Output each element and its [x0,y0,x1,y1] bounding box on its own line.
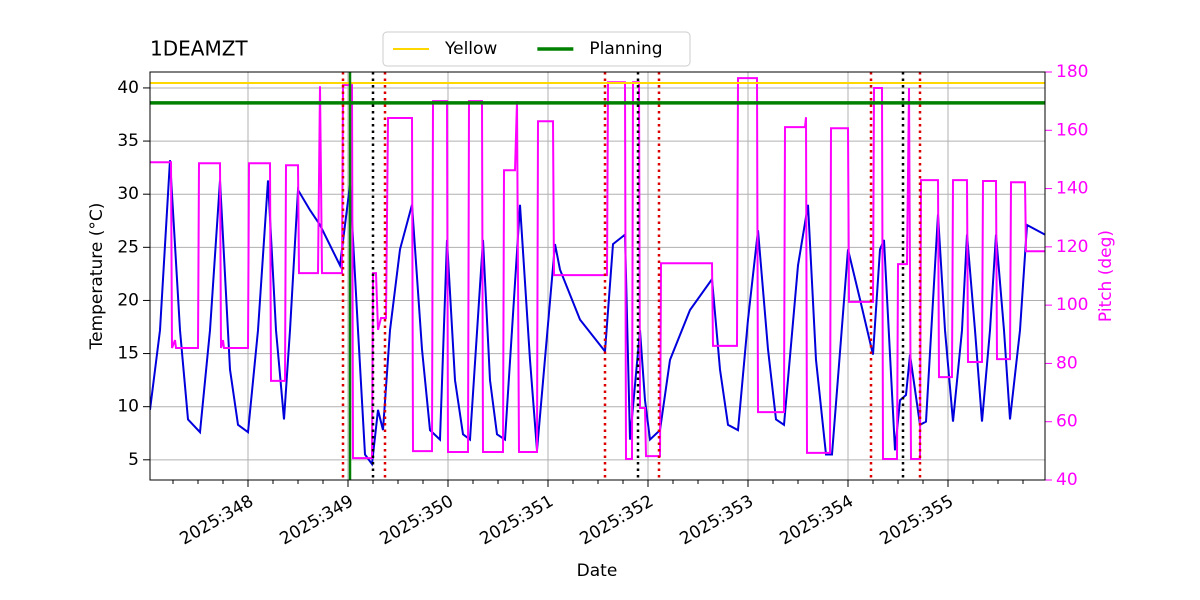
y-tick-label: 15 [117,344,139,364]
y-tick-label: 25 [117,237,139,257]
y2-tick-label: 140 [1056,179,1088,199]
y2-tick-label: 100 [1056,295,1088,315]
y-axis-label: Temperature (°C) [87,203,107,351]
chart-title: 1DEAMZT [150,37,248,61]
y-tick-label: 20 [117,290,139,310]
y2-tick-label: 60 [1056,412,1078,432]
y2-tick-label: 80 [1056,353,1078,373]
x-tick-label: 2025:355 [876,491,957,549]
legend-box [382,31,691,67]
x-axis-label: Date [577,561,618,581]
plot-frame [149,71,1046,481]
y2-tick-label: 120 [1056,237,1088,257]
y2-tick-label: 40 [1056,470,1078,490]
x-tick-label: 2025:354 [776,491,857,549]
y-tick-label: 10 [117,397,139,417]
x-tick-label: 2025:348 [176,491,257,549]
y2-tick-label: 180 [1056,62,1088,82]
y-tick-label: 40 [117,78,139,98]
legend-label: Yellow [444,39,497,59]
x-tick-label: 2025:349 [276,491,357,549]
y-tick-label: 5 [128,450,139,470]
legend-label: Planning [589,39,662,59]
x-tick-label: 2025:351 [476,491,557,549]
series-line [150,160,1045,467]
x-tick-label: 2025:350 [376,491,457,549]
series-line [150,77,1045,460]
y-tick-label: 35 [117,131,139,151]
y2-axis-label: Pitch (deg) [1096,230,1116,322]
y2-tick-label: 160 [1056,120,1088,140]
y-tick-label: 30 [117,184,139,204]
x-tick-label: 2025:353 [676,491,757,549]
x-tick-label: 2025:352 [576,491,657,549]
